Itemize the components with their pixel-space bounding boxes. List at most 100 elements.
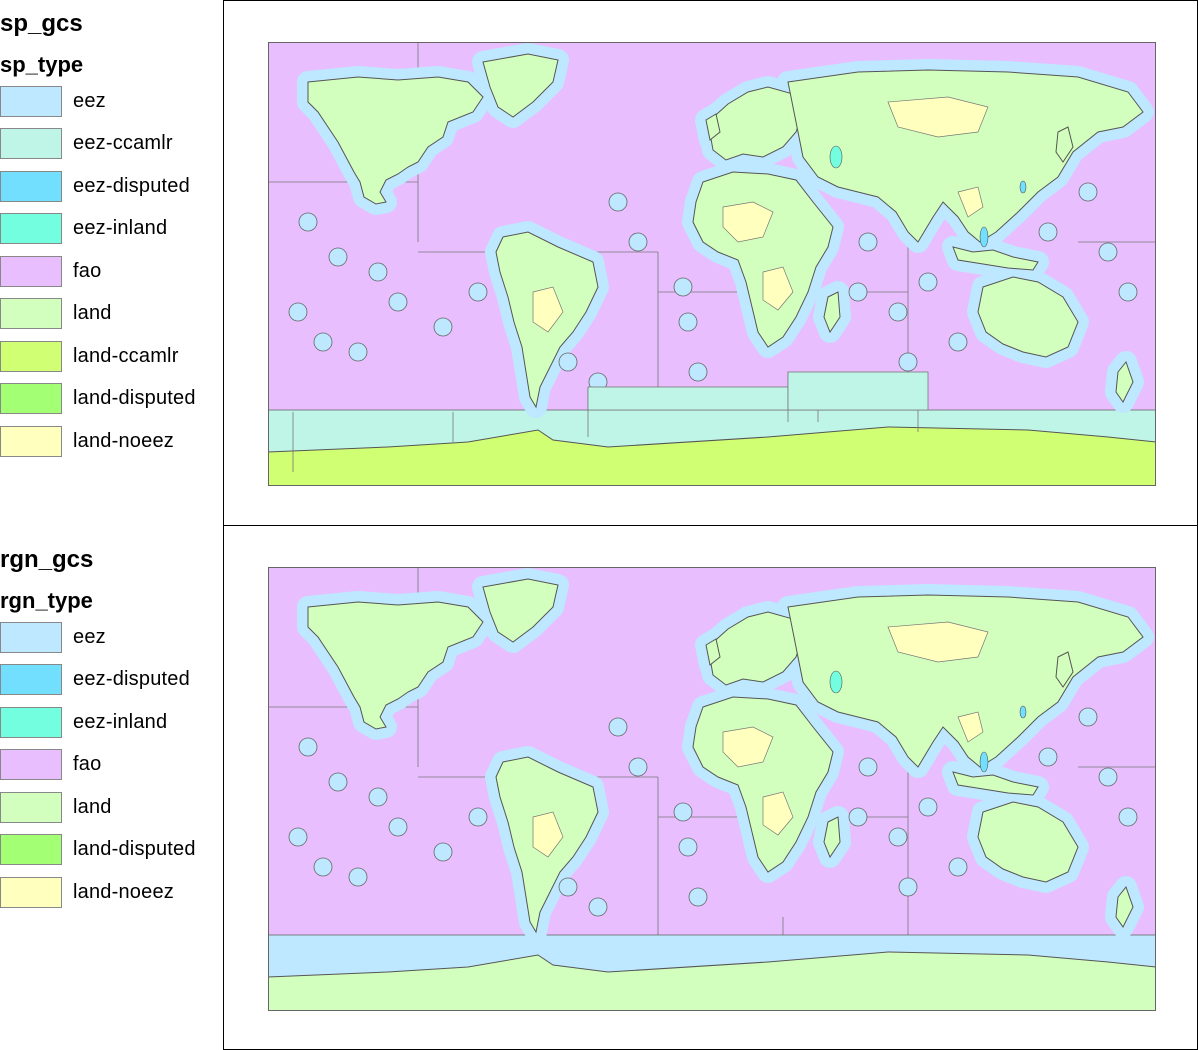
legend-swatch: [0, 425, 62, 457]
island-eez: [328, 772, 348, 792]
island-eez: [1118, 282, 1138, 302]
land-madagascar: [823, 816, 841, 859]
legend-swatch: [0, 128, 62, 159]
land-noeez-region: [887, 621, 989, 663]
ccamlr-zone: [587, 386, 789, 411]
legend-item-eez-disputed: eez-disputed: [0, 663, 222, 697]
island-eez: [898, 352, 918, 372]
island-eez: [678, 312, 698, 332]
island-eez: [328, 247, 348, 267]
land-greenland: [482, 53, 559, 118]
antarctica: [268, 951, 1156, 1011]
island-eez: [348, 867, 368, 887]
world-map-sp[interactable]: [268, 42, 1156, 486]
island-eez: [628, 757, 648, 777]
legend-label: fao: [73, 753, 102, 775]
island-eez: [1078, 707, 1098, 727]
island-eez: [288, 302, 308, 322]
island-eez: [433, 842, 453, 862]
land-europe: [707, 611, 804, 686]
island-eez: [298, 737, 318, 757]
disputed-eez: [1019, 180, 1027, 194]
land-madagascar: [823, 291, 841, 334]
legend-subtitle: sp_type: [0, 52, 84, 77]
legend-swatch: [0, 298, 62, 329]
legend-label: eez-ccamlr: [73, 132, 173, 154]
legend-item-eez: eez: [0, 84, 222, 118]
legend-label: land-ccamlr: [73, 344, 179, 367]
island-eez: [858, 232, 878, 252]
legend-label: land: [73, 302, 112, 324]
island-eez: [858, 757, 878, 777]
island-eez: [848, 807, 868, 827]
island-eez: [1098, 242, 1118, 262]
island-eez: [608, 717, 628, 737]
island-eez: [313, 857, 333, 877]
land-greenland: [482, 578, 559, 643]
island-eez: [1118, 807, 1138, 827]
legend-label: fao: [73, 259, 102, 282]
legend-swatch: [0, 834, 62, 865]
legend-swatch: [0, 213, 62, 244]
land-japan: [1055, 126, 1074, 163]
land-noeez-region: [722, 201, 774, 243]
legend-swatch: [0, 340, 62, 372]
legend-item-eez-disputed: eez-disputed: [0, 169, 222, 203]
island-eez: [918, 272, 938, 292]
land-indonesia: [952, 246, 1039, 271]
island-eez: [1098, 767, 1118, 787]
land-japan: [1055, 651, 1074, 688]
land-noeez-region: [532, 286, 564, 333]
island-eez: [348, 342, 368, 362]
ccamlr-zone: [787, 371, 929, 411]
island-eez: [628, 232, 648, 252]
legend-rgn: rgn_gcs rgn_type eez eez-disputed eez-inla…: [0, 546, 222, 918]
inland-sea: [829, 145, 843, 169]
land-uk: [705, 113, 721, 141]
legend-label: eez-disputed: [73, 668, 190, 690]
legend-item-fao: fao: [0, 748, 222, 782]
legend-item-land: land: [0, 297, 222, 331]
island-eez: [468, 807, 488, 827]
legend-item-fao: fao: [0, 254, 222, 288]
island-eez: [288, 827, 308, 847]
map-frame: [268, 42, 1156, 486]
inland-sea: [829, 670, 843, 694]
legend-label: eez-disputed: [73, 174, 190, 197]
island-eez: [688, 362, 708, 382]
legend-label: land: [73, 795, 112, 818]
legend-label: land-disputed: [73, 838, 196, 860]
map-svg: [268, 42, 1156, 486]
land-asia: [787, 69, 1144, 243]
land-europe: [707, 86, 804, 161]
island-eez: [433, 317, 453, 337]
land-indonesia: [952, 771, 1039, 796]
legend-item-eez-inland: eez-inland: [0, 705, 222, 739]
legend-swatch: [0, 749, 62, 780]
island-eez: [388, 817, 408, 837]
legend-label: land-noeez: [73, 429, 174, 452]
land-northAmerica: [307, 601, 484, 730]
map-panel-rgn: [223, 525, 1198, 1050]
legend-items: eez eez-disputed eez-inland fao land land-dis…: [0, 620, 222, 909]
legend-item-land-disputed: land-disputed: [0, 382, 222, 416]
land-noeez-region: [762, 791, 794, 836]
island-eez: [558, 352, 578, 372]
island-eez: [888, 827, 908, 847]
land-noeez-region: [887, 96, 989, 138]
island-eez: [1038, 222, 1058, 242]
island-eez: [898, 877, 918, 897]
island-eez: [1078, 182, 1098, 202]
island-eez: [673, 802, 693, 822]
legend-label: eez: [73, 625, 106, 648]
disputed-eez: [979, 751, 989, 773]
legend-item-eez-inland: eez-inland: [0, 212, 222, 246]
legend-label: eez: [73, 89, 106, 112]
legend-label: eez-inland: [73, 217, 168, 239]
legend-label: land-noeez: [73, 880, 174, 903]
island-eez: [848, 282, 868, 302]
world-map-rgn[interactable]: [268, 567, 1156, 1011]
legend-item-land: land: [0, 790, 222, 824]
map-panel-sp: [223, 0, 1198, 526]
legend-swatch: [0, 85, 62, 117]
